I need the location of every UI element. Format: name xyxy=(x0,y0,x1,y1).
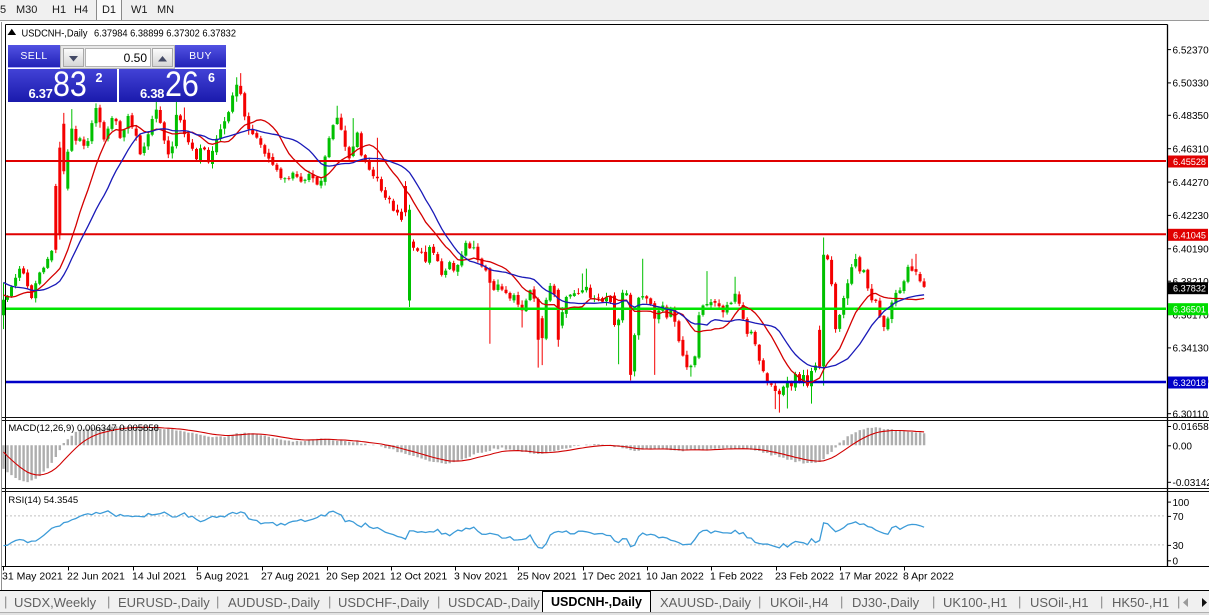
svg-text:6.41045: 6.41045 xyxy=(1173,230,1206,241)
svg-text:MACD(12,26,9) 0.006347 0.00585: MACD(12,26,9) 0.006347 0.005858 xyxy=(8,423,159,434)
svg-text:0.016586: 0.016586 xyxy=(1173,422,1209,433)
svg-text:12 Oct 2021: 12 Oct 2021 xyxy=(390,571,447,583)
svg-text:0: 0 xyxy=(1173,557,1179,568)
svg-text:RSI(14) 54.3545: RSI(14) 54.3545 xyxy=(8,495,78,506)
svg-text:6.45528: 6.45528 xyxy=(1173,157,1206,168)
svg-text:USDCNH-,Daily: USDCNH-,Daily xyxy=(22,29,88,40)
svg-text:6.42230: 6.42230 xyxy=(1173,211,1209,222)
svg-text:10 Jan 2022: 10 Jan 2022 xyxy=(646,571,704,583)
svg-text:6.46310: 6.46310 xyxy=(1173,144,1209,155)
svg-text:6.34130: 6.34130 xyxy=(1173,344,1209,355)
svg-text:6.36501: 6.36501 xyxy=(1173,305,1206,316)
svg-text:25 Nov 2021: 25 Nov 2021 xyxy=(517,571,577,583)
svg-text:-0.031421: -0.031421 xyxy=(1173,478,1209,489)
svg-text:31 May 2021: 31 May 2021 xyxy=(2,571,63,583)
svg-text:100: 100 xyxy=(1173,498,1190,509)
svg-text:20 Sep 2021: 20 Sep 2021 xyxy=(326,571,386,583)
svg-text:6.52370: 6.52370 xyxy=(1173,45,1209,56)
svg-text:8 Apr 2022: 8 Apr 2022 xyxy=(903,571,954,583)
svg-text:6.30110: 6.30110 xyxy=(1173,409,1209,420)
svg-text:5 Aug 2021: 5 Aug 2021 xyxy=(196,571,249,583)
svg-text:30: 30 xyxy=(1173,541,1185,552)
svg-text:17 Dec 2021: 17 Dec 2021 xyxy=(582,571,642,583)
svg-text:17 Mar 2022: 17 Mar 2022 xyxy=(839,571,898,583)
svg-text:27 Aug 2021: 27 Aug 2021 xyxy=(261,571,320,583)
svg-text:23 Feb 2022: 23 Feb 2022 xyxy=(775,571,834,583)
svg-text:3 Nov 2021: 3 Nov 2021 xyxy=(454,571,508,583)
svg-text:6.48350: 6.48350 xyxy=(1173,111,1209,122)
svg-text:6.44270: 6.44270 xyxy=(1173,178,1209,189)
svg-text:0.00: 0.00 xyxy=(1173,442,1193,453)
svg-text:6.36170: 6.36170 xyxy=(1173,310,1209,321)
svg-text:14 Jul 2021: 14 Jul 2021 xyxy=(132,571,186,583)
svg-text:6.50330: 6.50330 xyxy=(1173,79,1209,90)
svg-text:6.37984 6.38899 6.37302 6.3783: 6.37984 6.38899 6.37302 6.37832 xyxy=(94,29,236,40)
svg-text:70: 70 xyxy=(1173,512,1185,523)
svg-text:22 Jun 2021: 22 Jun 2021 xyxy=(67,571,125,583)
svg-text:1 Feb 2022: 1 Feb 2022 xyxy=(710,571,763,583)
svg-text:6.40190: 6.40190 xyxy=(1173,245,1209,256)
svg-text:6.37832: 6.37832 xyxy=(1173,284,1206,295)
svg-text:6.32018: 6.32018 xyxy=(1173,378,1206,389)
